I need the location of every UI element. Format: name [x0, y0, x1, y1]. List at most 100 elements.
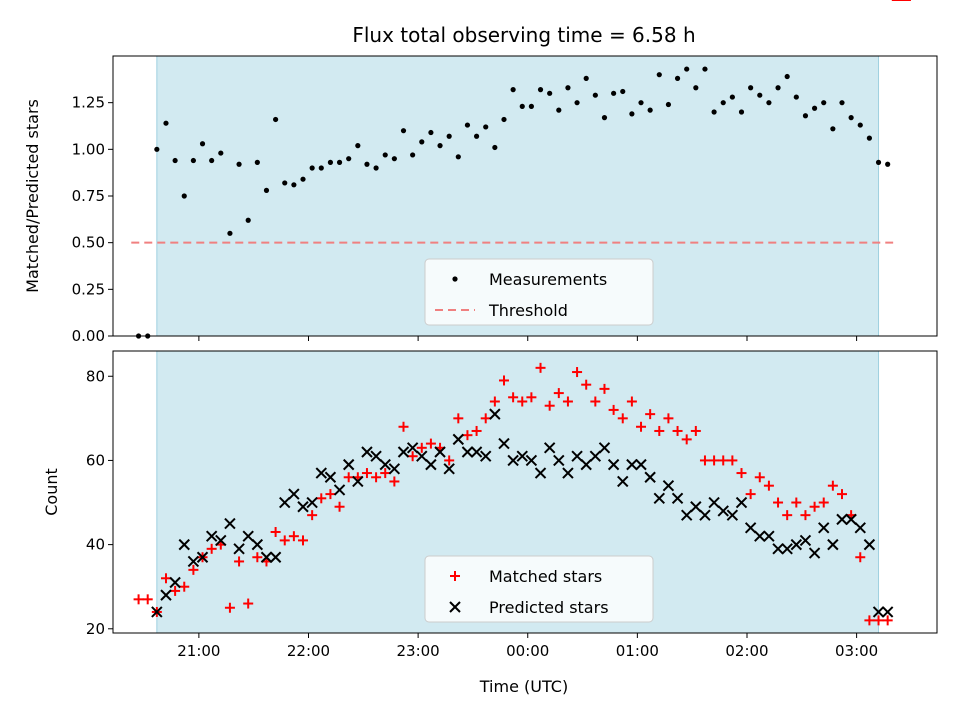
predicted-star-point-b [160, 589, 172, 601]
matched-star-point [855, 552, 866, 563]
measurement-point [565, 85, 571, 91]
matched-star-point [142, 594, 153, 605]
matched-star-point [562, 396, 573, 407]
measurement-point [282, 180, 288, 186]
predicted-star-point-b [224, 517, 236, 530]
legend-predicted-marker [449, 601, 461, 613]
predicted-star-point [808, 547, 821, 559]
predicted-star-point-b [845, 513, 857, 526]
predicted-star-point [854, 522, 866, 534]
matched-star-point [572, 367, 583, 378]
predicted-star-point-b [607, 458, 620, 471]
matched-star-point [699, 455, 710, 466]
matched-star-point [224, 602, 235, 613]
predicted-star-point [160, 589, 172, 601]
axes-frame [112, 350, 938, 634]
predicted-star-point [607, 458, 620, 471]
predicted-star-point [178, 538, 190, 551]
predicted-star-point [242, 530, 254, 542]
predicted-star-point-b [324, 471, 337, 483]
matched-star-point [836, 489, 847, 500]
predicted-star-point-b [781, 543, 793, 555]
matched-star-point [709, 455, 720, 466]
measurement-point [410, 152, 416, 158]
measurement-point [775, 85, 781, 91]
matched-star-point [206, 543, 217, 554]
measurement-point [364, 161, 370, 167]
predicted-star-point [598, 442, 611, 454]
measurement-point [327, 159, 334, 165]
matched-star-point [617, 413, 628, 424]
measurement-point [336, 159, 343, 165]
matched-star-point [371, 472, 382, 483]
measurement-point [537, 87, 544, 93]
predicted-star-point [872, 606, 885, 618]
matched-star-point [288, 531, 299, 542]
matched-star-point [325, 489, 336, 500]
predicted-star-point [260, 551, 273, 563]
predicted-star-point-b [827, 538, 839, 551]
matched-star-point [645, 409, 656, 420]
matched-star-point [599, 383, 610, 394]
predicted-star-point [480, 450, 492, 462]
matched-star-point [279, 535, 290, 546]
predicted-star-point-b [361, 446, 373, 458]
predicted-star-point [662, 479, 675, 492]
matched-star-point [663, 413, 674, 424]
measurement-point [547, 90, 553, 96]
legend: Matched stars Predicted stars [424, 555, 654, 623]
matched-star-point [681, 434, 692, 445]
matched-star-point [818, 497, 829, 508]
y-tick-label: 40 [86, 536, 105, 554]
predicted-star-point [790, 538, 803, 551]
predicted-star-point-b [233, 543, 245, 555]
predicted-star-point-b [169, 576, 181, 589]
matched-star-point [608, 404, 619, 415]
predicted-star-point [617, 475, 629, 488]
chart-title: Flux total observing time = 6.58 h [352, 23, 695, 47]
predicted-star-point [288, 488, 300, 500]
measurement-point [501, 116, 507, 123]
matched-star-point [179, 581, 190, 592]
predicted-star-point [534, 467, 547, 479]
measurement-point [592, 92, 598, 98]
measurement-point [227, 230, 233, 236]
matched-star-point [636, 421, 647, 432]
predicted-star-point [452, 433, 465, 446]
legend: Measurements Threshold [424, 258, 654, 326]
matched-star-point [316, 493, 327, 504]
predicted-star-point-b [215, 534, 227, 547]
matched-star-point [553, 388, 564, 399]
matched-star-point [718, 455, 729, 466]
matched-star-point [133, 594, 144, 605]
measurement-point [464, 122, 471, 128]
matched-star-point [170, 585, 181, 596]
matched-star-point [398, 421, 409, 432]
predicted-star-point-b [507, 454, 519, 467]
predicted-star-point-b [553, 454, 565, 467]
measurement-point [473, 133, 480, 139]
predicted-star-point-b [744, 522, 757, 534]
matched-star-point [160, 573, 171, 584]
matched-star-point [444, 455, 455, 466]
measurement-point [757, 92, 763, 98]
matched-star-point [882, 615, 893, 626]
predicted-star-point-b [662, 479, 675, 492]
series-dot [135, 66, 891, 339]
predicted-star-point [342, 458, 355, 471]
y-tick-label: 0.75 [72, 187, 105, 205]
matched-star-point [800, 510, 811, 521]
predicted-star-point [443, 463, 455, 475]
predicted-star-point [397, 446, 410, 458]
matched-star-point [590, 396, 601, 407]
predicted-star-point [205, 530, 218, 542]
predicted-star-point [388, 463, 401, 475]
predicted-star-point [461, 446, 474, 458]
x-tick-label: 23:00 [397, 642, 440, 660]
measurement-point [885, 161, 891, 167]
predicted-star-point-b [699, 509, 711, 521]
predicted-star-point [324, 471, 337, 483]
measurement-point [711, 109, 717, 115]
measurement-point [738, 109, 745, 115]
